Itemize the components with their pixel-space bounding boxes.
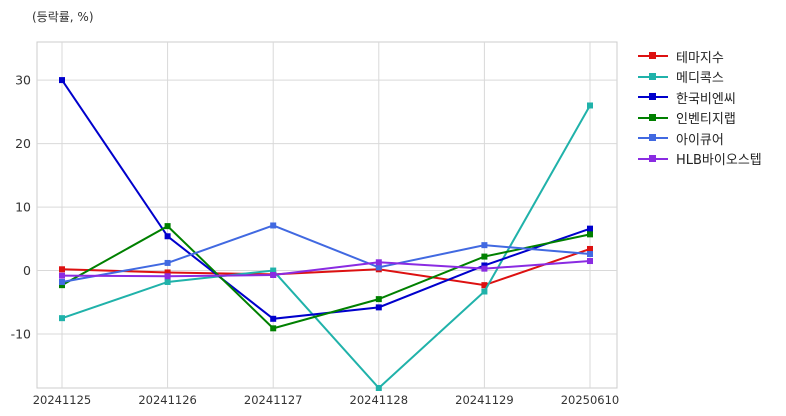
data-point (270, 325, 277, 332)
data-point (270, 315, 277, 322)
y-tick-label: 10 (15, 200, 31, 215)
data-point (59, 272, 65, 279)
legend-item: 메디콕스 (636, 67, 762, 88)
x-tick-label: 20241126 (138, 393, 197, 407)
legend-label: HLB바이오스텝 (676, 153, 762, 169)
data-point (375, 385, 382, 391)
data-point (59, 282, 65, 289)
series-line (61, 260, 591, 278)
series-line (61, 248, 591, 287)
legend-label: 한국비엔씨 (676, 91, 736, 107)
y-tick-label: 30 (15, 73, 31, 88)
data-point (587, 245, 593, 252)
data-point (59, 315, 65, 322)
legend-swatch (636, 91, 670, 103)
legend-label: 인벤티지랩 (676, 112, 736, 128)
plot-area (36, 41, 618, 389)
series-group (59, 222, 593, 285)
data-point (270, 271, 277, 278)
data-point (375, 259, 382, 266)
x-tick-label: 20241128 (350, 393, 409, 407)
legend-item: 아이큐어 (636, 128, 762, 149)
legend-label: 아이큐어 (676, 132, 724, 148)
data-point (481, 282, 488, 289)
data-point (164, 233, 171, 240)
data-point (587, 225, 593, 232)
x-tick-label: 20250610 (561, 393, 620, 407)
legend-label: 메디콕스 (676, 71, 724, 87)
data-point (587, 102, 593, 109)
legend-label: 테마지수 (676, 50, 724, 66)
x-tick-label: 20241127 (244, 393, 303, 407)
legend-item: HLB바이오스텝 (636, 149, 762, 170)
y-tick-label: 0 (23, 263, 31, 278)
data-point (587, 251, 593, 258)
data-point (481, 253, 488, 260)
data-point (164, 278, 171, 285)
data-point (481, 262, 488, 269)
data-point (270, 222, 277, 229)
data-point (59, 77, 65, 84)
data-point (270, 267, 277, 274)
legend-item: 인벤티지랩 (636, 108, 762, 129)
series-group (59, 258, 593, 280)
x-tick-label: 20241129 (455, 393, 514, 407)
data-point (375, 264, 382, 271)
data-point (375, 296, 382, 303)
legend-item: 한국비엔씨 (636, 87, 762, 108)
y-tick-label: 20 (15, 136, 31, 151)
legend-swatch (636, 153, 670, 165)
data-point (587, 231, 593, 238)
data-point (375, 304, 382, 311)
data-point (481, 288, 488, 295)
data-point (59, 278, 65, 285)
series-line (61, 224, 591, 283)
data-point (164, 259, 171, 266)
series-line (61, 224, 591, 330)
legend-item: 테마지수 (636, 46, 762, 67)
data-point (164, 273, 171, 280)
data-point (59, 266, 65, 273)
series-line (61, 104, 591, 390)
legend-swatch (636, 50, 670, 62)
legend-swatch (636, 112, 670, 124)
data-point (587, 258, 593, 265)
y-unit-label: (등락률, %) (32, 10, 94, 24)
series-group (59, 223, 593, 332)
data-point (481, 242, 488, 249)
data-point (481, 265, 488, 272)
data-point (164, 269, 171, 276)
legend-swatch (636, 71, 670, 83)
y-tick-label: -10 (11, 327, 31, 342)
series-group (59, 102, 593, 391)
data-point (164, 223, 171, 230)
x-tick-label: 20241125 (33, 393, 92, 407)
legend-swatch (636, 132, 670, 144)
